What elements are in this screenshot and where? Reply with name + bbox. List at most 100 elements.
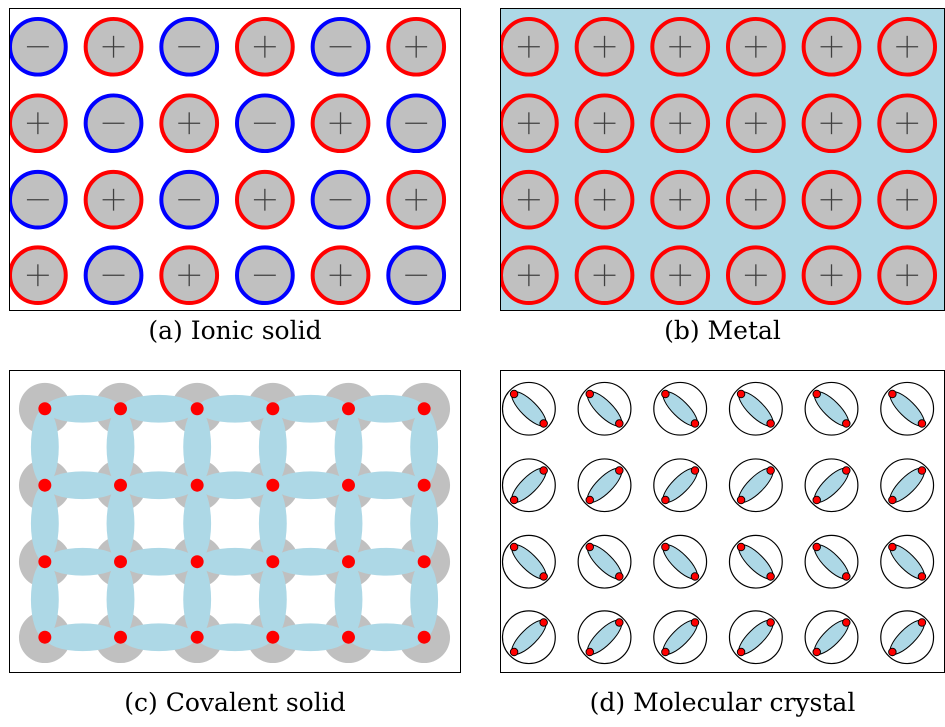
atom [266,630,280,644]
molecule [577,534,632,589]
molecule [577,610,632,665]
molecule-atom [888,647,897,657]
molecule-atom [690,419,700,428]
covalent-bond-horizontal [121,471,197,500]
cation-metal [801,93,862,154]
molecule [804,610,859,665]
cation-ionic [83,169,144,230]
atom [114,630,127,644]
cation-ionic [159,245,220,306]
atom [38,478,52,492]
molecule [880,534,935,589]
covalent-bond-horizontal [197,471,273,500]
molecule-atom [888,389,897,399]
molecule-atom [842,618,851,627]
molecule [728,381,783,436]
anion-ionic [10,169,68,230]
molecule-atom [585,389,594,399]
atom [38,630,52,644]
molecular-crystal-panel [500,370,945,673]
covalent-bond-horizontal [272,394,349,423]
covalent-bond-horizontal [44,547,121,576]
cation-metal [574,93,635,154]
cation-ionic [310,93,371,154]
anion-ionic [386,245,447,306]
metal-caption: (b) Metal [664,316,781,345]
cation-metal [574,169,635,230]
atom [114,555,127,569]
molecule-atom [661,647,670,657]
covalent-bond-vertical [183,484,212,563]
covalent-bond-horizontal [121,547,197,576]
ionic-solid-lattice [10,16,447,306]
molecule [653,458,708,513]
atom [266,555,280,569]
molecule [728,534,783,589]
cation-metal [574,245,635,306]
atom [342,630,355,644]
covalent-solid-lattice [18,382,451,664]
molecule [804,381,859,436]
ionic-solid-panel [9,8,461,311]
molecule [804,534,859,589]
anion-ionic [386,93,447,154]
molecule-atom [539,618,548,627]
cation-metal [725,16,786,77]
molecule [728,610,783,665]
molecule [577,381,632,436]
cation-metal [877,16,938,77]
molecule-atom [690,466,700,475]
covalent-bond-vertical [410,560,439,639]
covalent-solid-panel [9,370,461,673]
molecule-atom [615,618,624,627]
covalent-bond-horizontal [272,471,349,500]
atom [190,402,204,416]
atom [38,555,52,569]
covalent-bond-horizontal [121,623,197,652]
molecule-atom [615,419,624,428]
covalent-bond-horizontal [197,394,273,423]
cation-metal [877,245,938,306]
covalent-bond-horizontal [272,623,349,652]
covalent-bond-vertical [30,484,59,563]
anion-ionic [83,245,144,306]
cation-metal [877,169,938,230]
atom [190,630,204,644]
molecule-atom [917,618,927,627]
covalent-bond-vertical [334,408,363,486]
covalent-bond-horizontal [348,471,425,500]
anion-ionic [310,169,371,230]
atom [190,555,204,569]
covalent-bond-vertical [183,560,212,639]
atom [342,555,355,569]
molecule-atom [888,542,897,552]
cation-ionic [83,16,144,77]
cation-metal [501,16,559,77]
molecule-atom [842,466,851,475]
anion-ionic [159,16,220,77]
covalent-bond-vertical [334,560,363,639]
molecule [501,458,556,513]
molecule-atom [917,572,927,581]
molecular-crystal-lattice [501,381,935,665]
atom [266,478,280,492]
molecule-atom [585,542,594,552]
metal-panel [500,8,945,311]
covalent-bond-vertical [258,560,287,639]
molecule-atom [766,572,775,581]
cation-metal [725,93,786,154]
cation-metal [650,16,711,77]
covalent-solid-caption: (c) Covalent solid [124,688,346,717]
cation-metal [801,16,862,77]
molecule-atom [736,389,746,399]
covalent-bond-vertical [183,408,212,486]
molecule-atom [690,572,700,581]
ionic-solid-caption: (a) Ionic solid [148,316,322,345]
molecule [880,381,935,436]
cation-metal [650,169,711,230]
molecule-atom [917,466,927,475]
molecule-atom [842,419,851,428]
anion-ionic [310,16,371,77]
atom [417,555,431,569]
molecule-atom [812,647,821,657]
